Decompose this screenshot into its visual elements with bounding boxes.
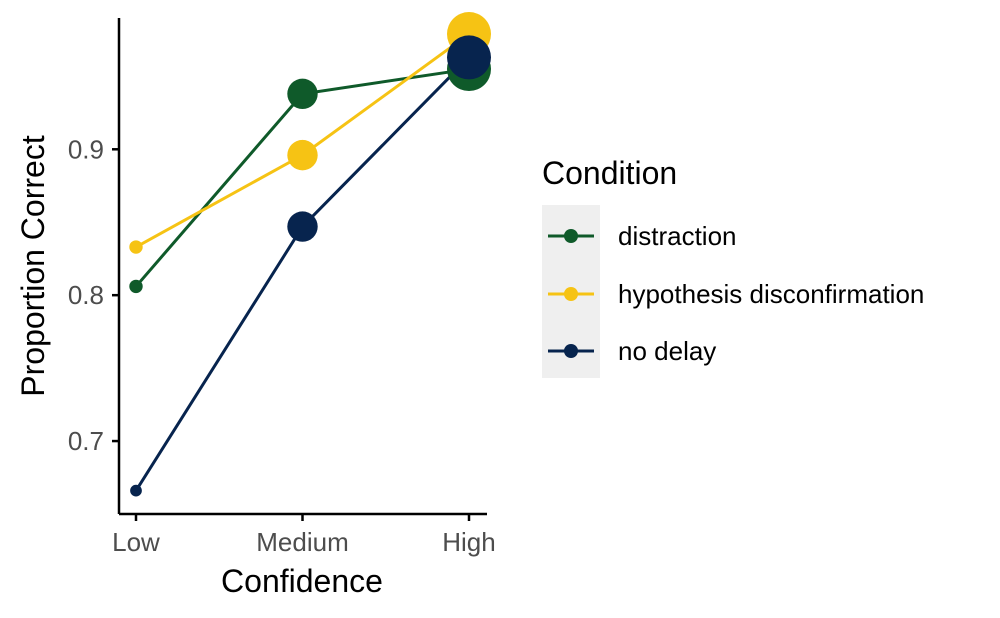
y-axis-title: Proportion Correct	[15, 135, 51, 397]
plot-area	[129, 12, 491, 497]
y-tick-label: 0.9	[68, 134, 104, 164]
legend-key-point	[564, 344, 578, 358]
x-tick-label: Medium	[256, 527, 348, 557]
legend-label: distraction	[618, 221, 737, 251]
legend-items: distraction hypothesis disconfirmation no …	[548, 221, 924, 366]
legend-label: no delay	[618, 336, 716, 366]
y-tick-label: 0.7	[68, 426, 104, 456]
x-tick-label: High	[442, 527, 495, 557]
x-axis-title: Confidence	[221, 563, 383, 599]
data-point	[447, 35, 491, 80]
legend-label: hypothesis disconfirmation	[618, 279, 924, 309]
legend-key-point	[564, 229, 578, 243]
y-tick-label: 0.8	[68, 280, 104, 310]
x-ticks: Low Medium High	[112, 514, 496, 557]
data-point	[130, 484, 142, 497]
y-ticks: 0.7 0.8 0.9	[68, 134, 119, 456]
legend: Condition distraction hypothesis disconfi…	[542, 155, 924, 378]
data-point	[129, 240, 143, 254]
data-point	[287, 211, 318, 242]
axes: 0.7 0.8 0.9 Low Medium High	[68, 18, 496, 557]
data-point	[287, 139, 318, 171]
data-point	[129, 279, 143, 294]
x-tick-label: Low	[112, 527, 160, 557]
series-line-2	[134, 56, 471, 492]
data-point	[287, 78, 318, 110]
legend-title: Condition	[542, 155, 677, 191]
legend-key-point	[564, 287, 578, 301]
